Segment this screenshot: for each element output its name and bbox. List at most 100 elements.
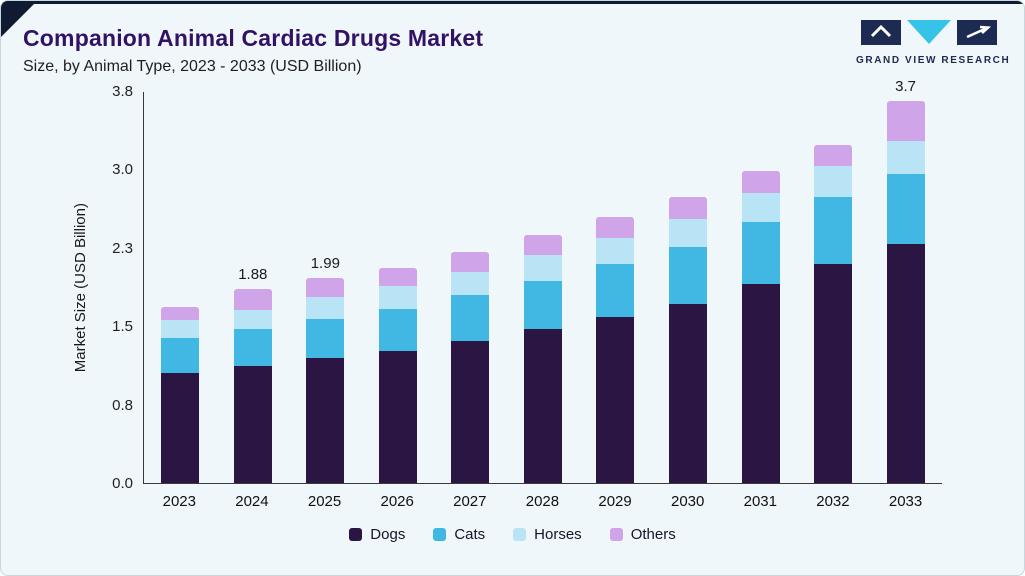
bar-2031: [741, 171, 780, 483]
y-tick-label: 0.0: [112, 475, 133, 492]
bar-segment-cats: [886, 173, 925, 244]
bar-segment-horses: [596, 237, 635, 265]
legend-marker-icon: [433, 528, 447, 541]
bar-segment-others: [233, 289, 272, 310]
bar-segment-dogs: [886, 243, 925, 483]
x-tick-label-2024: 2024: [235, 493, 269, 510]
bar-2028: [523, 235, 562, 483]
y-tick-label: 3.8: [112, 83, 133, 100]
legend-marker-icon: [349, 528, 363, 541]
legend-item-others: Others: [609, 526, 676, 543]
bar-value-label: 1.99: [310, 254, 340, 272]
bar-segment-cats: [523, 280, 562, 330]
bar-segment-dogs: [741, 283, 780, 483]
page-subtitle: Size, by Animal Type, 2023 - 2033 (USD B…: [23, 58, 362, 75]
logo-text: GRAND VIEW RESEARCH: [856, 55, 1011, 66]
y-axis-ticks: 3.8 3.0 2.3 1.5 0.8 0.0: [95, 83, 143, 492]
bar-segment-horses: [814, 166, 853, 198]
legend-label: Horses: [534, 526, 582, 543]
bar-segment-dogs: [596, 316, 635, 483]
bar-segment-cats: [378, 308, 417, 351]
legend: Dogs Cats Horses Others: [1, 526, 1024, 543]
grand-view-research-logo: GRAND VIEW RESEARCH: [856, 19, 1011, 66]
bar-segment-dogs: [378, 350, 417, 483]
bar-2026: [378, 268, 417, 483]
bar-segment-others: [741, 171, 780, 194]
y-axis-title: Market Size (USD Billion): [65, 92, 95, 484]
bar-value-label: 3.7: [895, 78, 916, 96]
top-accent-line: [1, 1, 1024, 4]
bar-segment-cats: [161, 337, 200, 373]
bar-segment-horses: [668, 218, 707, 247]
bar-segment-cats: [668, 246, 707, 304]
bar-segment-others: [161, 306, 200, 321]
bar-2033: 3.7: [886, 78, 925, 483]
bar-segment-horses: [378, 286, 417, 309]
bar-segment-horses: [886, 140, 925, 174]
bar-segment-dogs: [814, 264, 853, 483]
x-axis-labels: 2023 2024 2025 2026 2027 2028 2029 2030 2031 2032…: [143, 493, 942, 510]
bar-segment-horses: [306, 297, 345, 319]
bar-segment-others: [523, 235, 562, 256]
bar-2032: [814, 144, 853, 483]
bar-2024: 1.88: [233, 266, 272, 483]
bar-segment-cats: [306, 319, 345, 359]
bar-segment-horses: [741, 193, 780, 223]
y-axis-title-text: Market Size (USD Billion): [71, 203, 89, 373]
bar-segment-horses: [451, 271, 490, 296]
legend-item-cats: Cats: [433, 526, 485, 543]
y-tick-label: 1.5: [112, 318, 133, 336]
y-tick-label: 0.8: [112, 396, 133, 414]
bar-segment-dogs: [161, 372, 200, 483]
chart-area: Market Size (USD Billion) 3.8 3.0 2.3 1.5 0.…: [65, 78, 942, 510]
bar-segment-others: [814, 144, 853, 167]
bar-2030: [668, 197, 707, 483]
bar-segment-horses: [523, 255, 562, 281]
x-tick-label-2033: 2033: [888, 493, 923, 510]
bar-segment-others: [378, 268, 417, 286]
x-tick-label-2028: 2028: [525, 493, 560, 510]
plot-area: 1.88 1.99 3.7: [143, 78, 942, 484]
x-tick-label-2023: 2023: [162, 493, 196, 510]
x-tick-label-2030: 2030: [671, 493, 705, 510]
bar-segment-cats: [814, 197, 853, 265]
bar-segment-others: [306, 277, 345, 298]
legend-item-horses: Horses: [513, 526, 582, 543]
bar-segment-others: [668, 197, 707, 219]
legend-label: Cats: [454, 526, 486, 543]
legend-label: Dogs: [370, 526, 406, 543]
x-tick-label-2031: 2031: [743, 493, 777, 510]
corner-accent-triangle: [1, 1, 37, 37]
logo-marks-icon: [861, 20, 997, 45]
bar-2023: [161, 306, 200, 483]
bar-segment-others: [596, 216, 635, 238]
bar-2029: [596, 216, 635, 483]
bar-2025: 1.99: [306, 254, 345, 483]
bar-segment-dogs: [306, 358, 345, 483]
x-tick-label-2032: 2032: [816, 493, 850, 510]
x-tick-label-2025: 2025: [307, 493, 342, 510]
bar-value-label: 1.88: [238, 266, 268, 284]
x-tick-label-2029: 2029: [598, 493, 632, 510]
x-tick-label-2026: 2026: [380, 493, 414, 510]
bar-segment-cats: [596, 264, 635, 317]
bar-2027: [451, 251, 490, 483]
x-tick-label-2027: 2027: [453, 493, 487, 510]
bar-segment-horses: [233, 309, 272, 330]
page-title: Companion Animal Cardiac Drugs Market: [23, 25, 484, 51]
chart-header: Companion Animal Cardiac Drugs Market Si…: [23, 25, 844, 76]
bar-segment-dogs: [668, 303, 707, 483]
bar-segment-dogs: [451, 340, 490, 483]
bar-segment-cats: [741, 222, 780, 284]
bar-segment-cats: [451, 295, 490, 341]
bar-segment-cats: [233, 329, 272, 367]
legend-label: Others: [630, 526, 676, 543]
y-tick-label: 2.3: [112, 239, 133, 257]
bar-segment-dogs: [233, 366, 272, 483]
bar-segment-dogs: [523, 329, 562, 483]
bar-segment-others: [886, 101, 925, 141]
legend-marker-icon: [609, 528, 623, 541]
legend-item-dogs: Dogs: [349, 526, 405, 543]
y-tick-label: 3.0: [112, 161, 133, 179]
